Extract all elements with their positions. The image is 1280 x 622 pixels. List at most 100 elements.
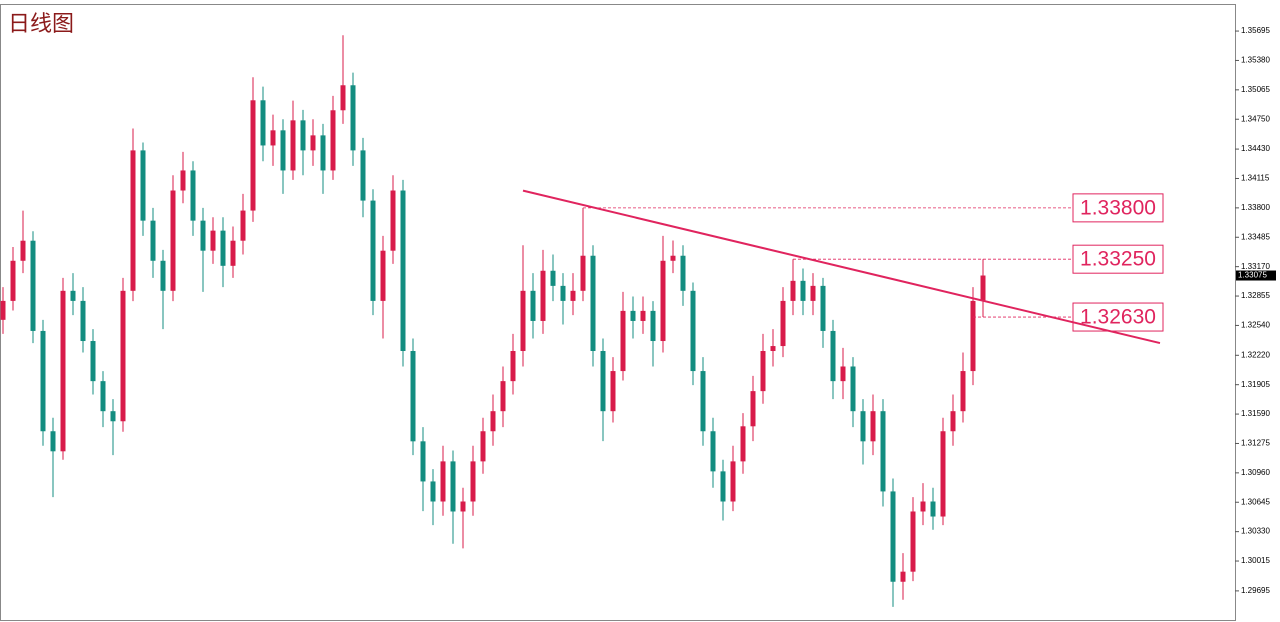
candle-body	[260, 100, 266, 146]
candle-body	[480, 431, 486, 462]
y-tick-label: 1.31590	[1241, 409, 1270, 418]
candle-body	[790, 280, 796, 301]
candle-body	[120, 290, 126, 422]
candle-body	[550, 270, 556, 286]
candle-body	[820, 285, 826, 331]
candle-body	[270, 130, 276, 146]
candle-body	[50, 431, 56, 452]
candle-body	[700, 371, 706, 432]
candle-body	[40, 330, 46, 432]
candle-body	[140, 150, 146, 221]
candle-body	[650, 310, 656, 342]
candle-body	[370, 200, 376, 301]
candle-body	[800, 280, 806, 301]
candle-body	[670, 255, 676, 261]
candle-body	[150, 220, 156, 261]
y-tick-label: 1.33170	[1241, 262, 1270, 271]
candle-body	[560, 285, 566, 301]
candle-body	[860, 411, 866, 442]
candle-body	[460, 501, 466, 512]
y-tick-label: 1.30645	[1241, 497, 1270, 506]
candle-body	[210, 230, 216, 251]
y-tick-label: 1.34430	[1241, 144, 1270, 153]
candle-body	[200, 220, 206, 251]
candle-body	[590, 255, 596, 352]
candle-body	[410, 351, 416, 442]
candle-body	[610, 371, 616, 412]
candle-body	[240, 210, 246, 241]
y-tick-label: 1.31905	[1241, 380, 1270, 389]
candle-body	[420, 441, 426, 482]
candle-body	[100, 381, 106, 412]
price-tag-label: 1.33075	[1238, 271, 1267, 280]
candle-body	[660, 260, 666, 342]
y-tick-label: 1.33485	[1241, 232, 1270, 241]
candle-body	[690, 290, 696, 372]
candle-body	[680, 255, 686, 291]
candle-body	[300, 120, 306, 151]
candle-body	[310, 135, 316, 151]
candle-body	[450, 461, 456, 512]
candle-body	[0, 300, 6, 320]
candle-body	[580, 255, 586, 291]
candle-body	[70, 290, 76, 301]
candle-body	[720, 471, 726, 502]
candle-body	[890, 491, 896, 582]
candle-body	[880, 411, 886, 492]
candle-body	[440, 461, 446, 502]
candle-body	[750, 391, 756, 427]
candle-body	[810, 285, 816, 301]
candle-body	[180, 170, 186, 191]
candle-body	[20, 240, 26, 261]
y-tick-label: 1.29695	[1241, 586, 1270, 595]
candle-body	[380, 250, 386, 301]
candle-body	[250, 100, 256, 211]
candle-body	[430, 481, 436, 502]
candle-body	[390, 190, 396, 251]
candle-body	[490, 411, 496, 432]
chart-title: 日线图	[8, 11, 74, 36]
candle-body	[780, 300, 786, 347]
candle-body	[320, 135, 326, 171]
candle-body	[90, 341, 96, 382]
candle-body	[960, 371, 966, 412]
candle-body	[190, 170, 196, 221]
plot-frame	[0, 4, 1236, 621]
candle-body	[600, 351, 606, 412]
y-tick-label: 1.35695	[1241, 26, 1270, 35]
candle-body	[290, 120, 296, 171]
candle-body	[340, 85, 346, 111]
y-tick-label: 1.31275	[1241, 439, 1270, 448]
trend-line	[522, 189, 1161, 345]
candle-body	[830, 330, 836, 382]
candle-body	[470, 461, 476, 502]
level-label: 1.33800	[1080, 196, 1156, 219]
candle-body	[350, 85, 356, 151]
y-tick-label: 1.32855	[1241, 291, 1270, 300]
candle-body	[740, 426, 746, 462]
candle-body	[840, 366, 846, 382]
candle-body	[170, 190, 176, 291]
candle-body	[730, 461, 736, 502]
y-tick-label: 1.35380	[1241, 56, 1270, 65]
candle-body	[510, 351, 516, 382]
candle-body	[870, 411, 876, 442]
candle-body	[530, 290, 536, 321]
candle-body	[620, 310, 626, 372]
level-box	[1072, 244, 1164, 274]
level-box	[1072, 193, 1164, 223]
candle-body	[900, 571, 906, 582]
candle-body	[640, 310, 646, 321]
candle-body	[160, 260, 166, 291]
candle-body	[630, 310, 636, 321]
candle-body	[360, 150, 366, 201]
candle-body	[910, 511, 916, 572]
candle-body	[950, 411, 956, 432]
candle-body	[520, 290, 526, 352]
y-tick-label: 1.30330	[1241, 527, 1270, 536]
y-tick-label: 1.34750	[1241, 114, 1270, 123]
candle-body	[570, 290, 576, 301]
y-tick-label: 1.30015	[1241, 556, 1270, 565]
